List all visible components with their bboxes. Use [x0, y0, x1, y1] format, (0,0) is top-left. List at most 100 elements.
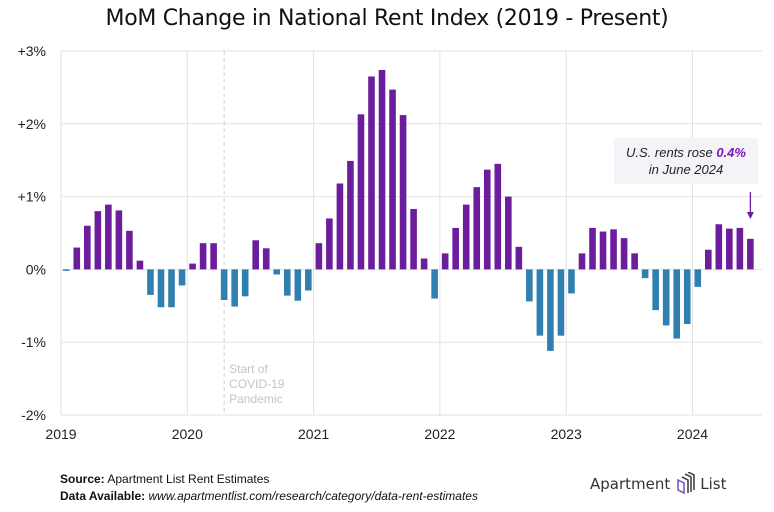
apartment-list-logo-icon	[677, 472, 696, 495]
bar	[357, 114, 365, 270]
bar	[673, 269, 681, 339]
x-tick-label: 2024	[677, 426, 708, 442]
bar	[347, 160, 354, 270]
bar	[652, 269, 659, 311]
data-available-label: Data Available:	[60, 489, 146, 503]
bar	[168, 269, 175, 308]
y-tick-label: -2%	[21, 407, 46, 423]
bar	[94, 211, 102, 270]
bar	[199, 243, 207, 270]
x-tick-label: 2021	[298, 426, 329, 442]
x-tick-label: 2023	[551, 426, 582, 442]
bar	[368, 76, 375, 270]
bar	[389, 89, 396, 270]
bar	[536, 269, 544, 336]
bar	[305, 269, 312, 291]
bar	[178, 269, 186, 286]
bar	[568, 269, 575, 294]
data-available-line: Data Available: www.apartmentlist.com/re…	[60, 488, 478, 505]
bar	[715, 224, 723, 270]
covid-label-line: Start of	[229, 362, 268, 376]
bar	[378, 69, 386, 270]
apartment-list-logo: Apartment List	[590, 472, 727, 496]
bar	[231, 269, 238, 307]
bar	[315, 243, 323, 270]
bar	[505, 196, 512, 270]
callout-line2: in June 2024	[648, 162, 724, 177]
bar	[84, 225, 91, 270]
bar	[483, 169, 491, 270]
callout-prefix: U.S. rents rose	[626, 145, 717, 160]
bar	[283, 269, 291, 296]
x-tick-label: 2020	[172, 426, 203, 442]
bar	[662, 269, 670, 326]
bar	[557, 269, 565, 336]
covid-label-line: Pandemic	[229, 392, 282, 406]
bar	[136, 260, 144, 270]
y-axis: +3% +2% +1% 0% -1% -2%	[18, 43, 46, 423]
bar	[294, 269, 302, 301]
bar	[694, 269, 702, 287]
callout-box	[614, 138, 758, 184]
x-axis: 2019 2020 2021 2022 2023 2024	[45, 426, 708, 442]
bars	[62, 69, 754, 351]
bar	[736, 227, 744, 270]
bar	[210, 243, 217, 270]
callout-arrow	[746, 192, 754, 219]
y-tick-label: +1%	[18, 189, 46, 205]
bar	[273, 269, 281, 275]
bar	[399, 115, 407, 270]
bar	[726, 228, 733, 270]
bar	[494, 163, 502, 270]
bar	[452, 227, 459, 270]
source-line: Source: Apartment List Rent Estimates	[60, 471, 478, 488]
bar	[462, 204, 470, 270]
bar	[641, 269, 649, 279]
y-tick-label: 0%	[26, 261, 46, 277]
bar	[441, 253, 449, 270]
bar	[62, 269, 70, 271]
x-tick-label: 2022	[424, 426, 455, 442]
x-tick-label: 2019	[45, 426, 76, 442]
y-tick-label: +2%	[18, 116, 46, 132]
bar	[73, 247, 81, 270]
bar	[326, 218, 333, 270]
bar	[410, 208, 417, 270]
bar	[126, 230, 133, 270]
bar	[157, 269, 165, 308]
bar	[252, 240, 260, 270]
bar	[620, 238, 628, 270]
y-tick-label: +3%	[18, 43, 46, 59]
bar	[589, 227, 596, 270]
bar	[105, 204, 112, 270]
callout-text: U.S. rents rose 0.4% in June 2024	[614, 144, 758, 178]
bar	[704, 249, 712, 270]
bar	[431, 269, 438, 299]
callout-highlight: 0.4%	[716, 145, 746, 160]
bar	[241, 269, 249, 297]
logo-text-right: List	[700, 475, 727, 493]
y-tick-label: -1%	[21, 334, 46, 350]
bar	[189, 263, 196, 270]
bar	[610, 229, 617, 270]
footer: Source: Apartment List Rent Estimates Da…	[60, 471, 478, 505]
bar	[336, 183, 344, 270]
arrow-head-icon	[746, 212, 754, 219]
bar	[262, 248, 270, 270]
bar	[220, 269, 228, 300]
grid	[60, 50, 762, 416]
data-available-link[interactable]: www.apartmentlist.com/research/category/…	[145, 489, 478, 503]
bar	[599, 231, 607, 270]
bar	[747, 238, 754, 270]
bar	[578, 253, 586, 270]
bar	[420, 258, 428, 270]
bar	[547, 269, 554, 351]
bar	[473, 187, 481, 270]
bar	[631, 253, 638, 270]
bar	[147, 269, 154, 295]
covid-label-line: COVID-19	[229, 377, 285, 391]
logo-text-left: Apartment	[590, 475, 671, 493]
bar	[683, 269, 691, 324]
